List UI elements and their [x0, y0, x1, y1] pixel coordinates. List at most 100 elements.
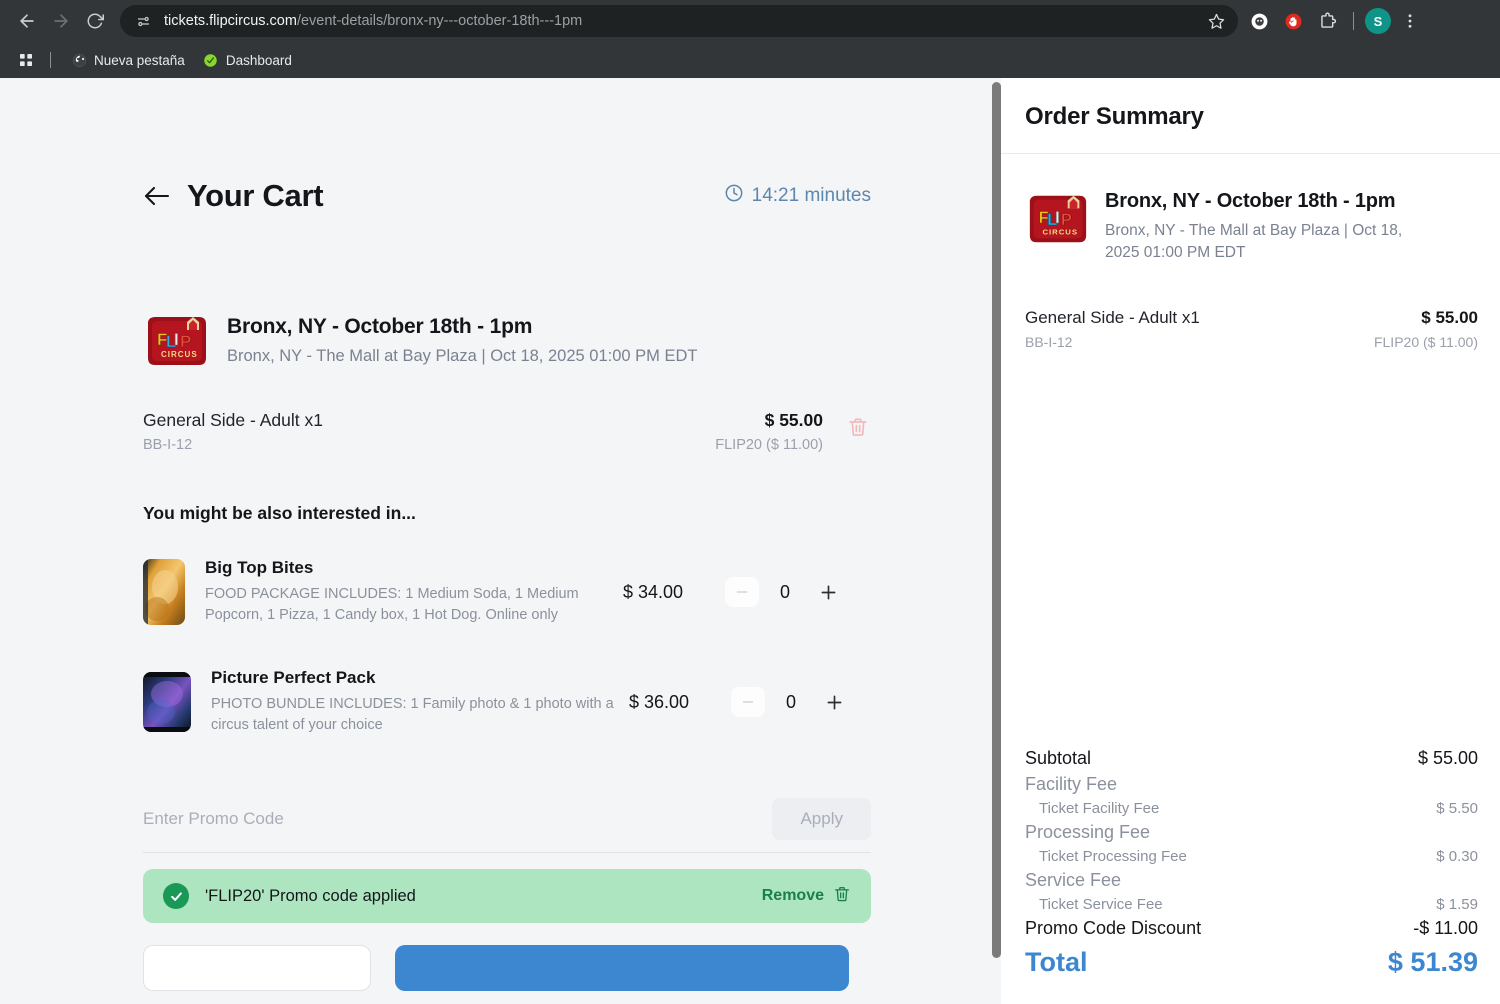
summary-line-seat: BB-I-12 — [1025, 334, 1073, 350]
total-value: $ 55.00 — [1417, 748, 1478, 768]
summary-event-meta: Bronx, NY - The Mall at Bay Plaza | Oct … — [1105, 222, 1403, 261]
page-title: Your Cart — [187, 178, 324, 213]
cart-action-buttons — [143, 945, 871, 992]
site-settings-icon[interactable] — [132, 10, 154, 32]
total-row-processing-fee-group: Processing Fee — [1025, 822, 1478, 843]
summary-event-texts: Bronx, NY - October 18th - 1pm Bronx, NY… — [1105, 190, 1435, 264]
total-label: Ticket Service Fee — [1039, 896, 1163, 913]
cart-line-item: General Side - Adult x1 BB-I-12 $ 55.00 … — [143, 410, 871, 453]
apply-promo-button[interactable]: Apply — [772, 798, 871, 841]
svg-text:L: L — [166, 332, 176, 351]
profile-badge-icon[interactable] — [1244, 6, 1274, 36]
svg-text:I: I — [174, 330, 179, 349]
bookmark-label: Nueva pestaña — [94, 52, 185, 68]
checkout-button[interactable] — [395, 945, 849, 992]
url-domain: tickets.flipcircus.com — [164, 13, 297, 29]
back-arrow-icon[interactable] — [10, 4, 44, 38]
total-label: Service Fee — [1025, 870, 1122, 890]
total-row-promo-discount: Promo Code Discount -$ 11.00 — [1025, 918, 1478, 939]
minus-icon[interactable] — [725, 577, 759, 608]
cart-event-meta: Bronx, NY - The Mall at Bay Plaza | Oct … — [227, 347, 698, 365]
reload-icon[interactable] — [78, 4, 112, 38]
check-circle-icon — [163, 883, 189, 910]
trash-icon[interactable] — [845, 414, 871, 440]
url-text: tickets.flipcircus.com/event-details/bro… — [164, 13, 1202, 29]
flip-circus-logo-icon: F L I P CIRCUS — [1025, 190, 1091, 248]
browser-toolbar: tickets.flipcircus.com/event-details/bro… — [0, 0, 1500, 42]
total-value: $ 5.50 — [1436, 800, 1478, 817]
svg-text:F: F — [1039, 209, 1049, 227]
line-item-promo: FLIP20 ($ 11.00) — [715, 437, 823, 453]
trash-icon — [833, 885, 851, 908]
svg-text:I: I — [1055, 209, 1060, 227]
upsell-heading: You might be also interested in... — [143, 503, 416, 523]
order-summary-title: Order Summary — [1025, 103, 1204, 130]
apps-grid-icon[interactable] — [12, 47, 40, 73]
toolbar-extension-icons: S — [1244, 6, 1425, 36]
total-row-grand-total: Total $ 51.39 — [1025, 947, 1478, 978]
avatar[interactable]: S — [1365, 8, 1391, 34]
order-summary-header: Order Summary — [1001, 78, 1500, 154]
extensions-icon[interactable] — [1312, 6, 1342, 36]
remove-promo-label: Remove — [761, 887, 824, 905]
star-icon[interactable] — [1202, 7, 1230, 35]
page-scrollbar-thumb[interactable] — [992, 82, 1001, 958]
svg-text:P: P — [180, 332, 191, 351]
addon-list: Big Top Bites FOOD PACKAGE INCLUDES: 1 M… — [143, 558, 871, 736]
promo-applied-text: 'FLIP20' Promo code applied — [205, 886, 416, 905]
total-row-ticket-service-fee: Ticket Service Fee $ 1.59 — [1025, 896, 1478, 913]
total-row-ticket-processing-fee: Ticket Processing Fee $ 0.30 — [1025, 848, 1478, 865]
bookmark-label: Dashboard — [225, 52, 292, 68]
cart-header: Your Cart 14:21 minutes — [143, 178, 871, 214]
line-item-pricing: $ 55.00 FLIP20 ($ 11.00) — [715, 410, 823, 453]
summary-line-title: General Side - Adult x1 — [1025, 308, 1200, 327]
promo-code-input[interactable] — [143, 801, 773, 838]
svg-text:L: L — [1047, 211, 1057, 229]
addon-info: Big Top Bites FOOD PACKAGE INCLUDES: 1 M… — [205, 558, 623, 626]
total-value: $ 0.30 — [1436, 848, 1478, 865]
summary-line-item: General Side - Adult x1 BB-I-12 $ 55.00 … — [1025, 308, 1478, 350]
timer-text: 14:21 minutes — [751, 185, 871, 206]
addon-quantity-value: 0 — [779, 581, 790, 602]
address-bar[interactable]: tickets.flipcircus.com/event-details/bro… — [120, 5, 1238, 37]
plus-icon[interactable] — [811, 577, 845, 607]
back-arrow-icon[interactable] — [143, 184, 171, 208]
grand-total-value: $ 51.39 — [1387, 947, 1478, 977]
addon-price: $ 36.00 — [629, 691, 690, 712]
line-item-seat: BB-I-12 — [143, 437, 193, 453]
line-item-details: General Side - Adult x1 BB-I-12 — [143, 410, 715, 453]
cart-event-name: Bronx, NY - October 18th - 1pm — [227, 315, 533, 338]
summary-event-name: Bronx, NY - October 18th - 1pm — [1105, 190, 1396, 212]
addon-name: Big Top Bites — [205, 558, 314, 577]
order-totals: Subtotal $ 55.00 Facility Fee Ticket Fac… — [1025, 748, 1478, 1004]
flip-circus-logo-icon: F L I P CIRCUS — [143, 312, 211, 370]
addon-thumbnail-food — [143, 559, 185, 626]
minus-icon[interactable] — [731, 687, 765, 718]
cart-event-block: F L I P CIRCUS Bronx, NY - October 18th … — [143, 312, 871, 370]
total-row-facility-fee-group: Facility Fee — [1025, 774, 1478, 795]
plus-icon[interactable] — [817, 687, 851, 717]
svg-text:CIRCUS: CIRCUS — [1042, 228, 1078, 237]
remove-promo-button[interactable]: Remove — [762, 885, 851, 908]
cart-pane: Your Cart 14:21 minutes F — [0, 78, 1001, 1004]
total-label: Ticket Processing Fee — [1039, 848, 1187, 865]
total-value: $ 1.59 — [1436, 896, 1478, 913]
globe-icon — [71, 52, 87, 68]
promo-applied-banner: 'FLIP20' Promo code applied Remove — [143, 869, 871, 924]
three-dot-menu-icon[interactable] — [1395, 6, 1425, 36]
summary-event-block: F L I P CIRCUS Bronx, NY - October 18th … — [1025, 190, 1478, 264]
addon-row: Big Top Bites FOOD PACKAGE INCLUDES: 1 M… — [143, 558, 871, 626]
url-path: /event-details/bronx-ny---october-18th--… — [296, 13, 583, 29]
forward-arrow-icon[interactable] — [44, 4, 78, 38]
line-item-title: General Side - Adult x1 — [143, 410, 323, 430]
stop-hand-icon[interactable] — [1278, 6, 1308, 36]
secondary-action-button[interactable] — [143, 945, 371, 992]
svg-text:F: F — [157, 330, 167, 349]
summary-line-right: $ 55.00 FLIP20 ($ 11.00) — [1374, 308, 1478, 350]
total-row-ticket-facility-fee: Ticket Facility Fee $ 5.50 — [1025, 800, 1478, 817]
bookmark-dashboard[interactable]: Dashboard — [195, 48, 300, 72]
total-label: Ticket Facility Fee — [1039, 800, 1160, 817]
bookmarks-bar: Nueva pestaña Dashboard — [0, 42, 1500, 78]
addon-name: Picture Perfect Pack — [211, 668, 376, 688]
bookmark-nueva-pestana[interactable]: Nueva pestaña — [63, 48, 193, 72]
